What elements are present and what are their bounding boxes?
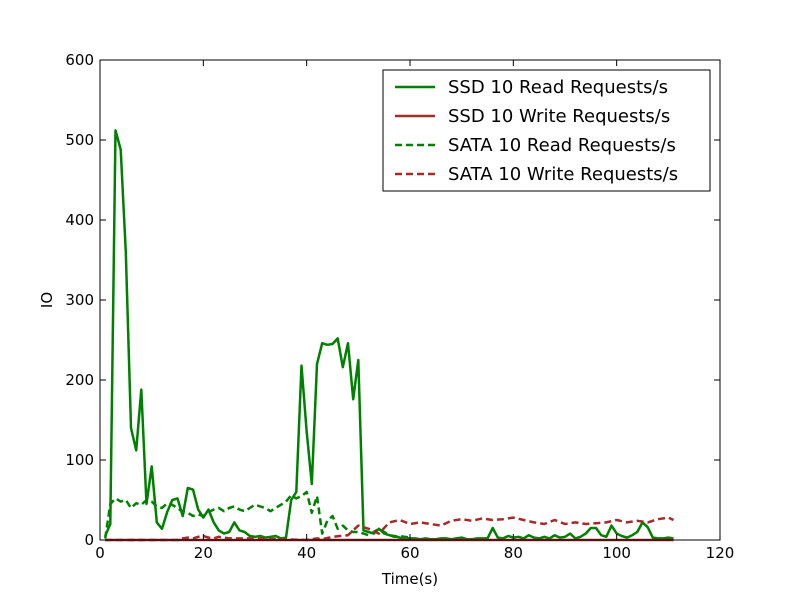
ticks-layer: 0 20 40 60 80 100 120 0 100 200 300 400 500 600 (65, 51, 734, 562)
legend-label: SATA 10 Read Requests/s (448, 135, 676, 156)
y-tick-label: 200 (65, 371, 94, 389)
y-tick-label: 100 (65, 451, 94, 469)
series-line-1 (104, 129, 674, 541)
y-tick-label: 0 (84, 531, 94, 549)
x-tick-label: 80 (504, 544, 523, 562)
x-tick-label: 120 (706, 544, 735, 562)
x-axis-label: Time(s) (381, 570, 438, 588)
series-line-4 (105, 516, 675, 542)
legend-label: SSD 10 Write Requests/s (448, 106, 670, 127)
x-tick-label: 100 (602, 544, 631, 562)
x-tick-label: 60 (400, 544, 419, 562)
x-tick-label: 20 (194, 544, 213, 562)
legend: SSD 10 Read Requests/s SSD 10 Write Reque… (382, 69, 711, 192)
y-axis-label: IO (38, 292, 56, 308)
y-tick-label: 500 (65, 131, 94, 149)
x-tick-label: 40 (297, 544, 316, 562)
y-tick-label: 600 (65, 51, 94, 69)
legend-frame (382, 69, 711, 192)
legend-label: SATA 10 Write Requests/s (448, 164, 678, 185)
y-tick-label: 300 (65, 291, 94, 309)
x-tick-label: 0 (95, 544, 105, 562)
series-line-3 (103, 490, 411, 539)
legend-label: SSD 10 Read Requests/s (448, 77, 668, 98)
y-tick-label: 400 (65, 211, 94, 229)
